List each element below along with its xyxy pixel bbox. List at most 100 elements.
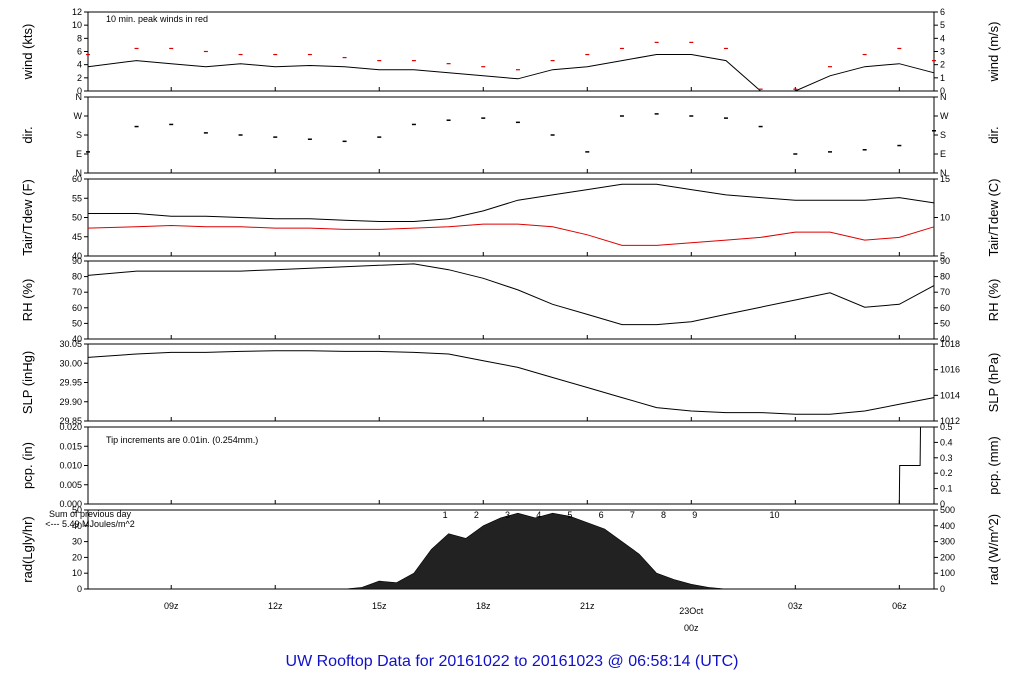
ytick-label-right-pcp: 0.2 bbox=[940, 468, 953, 478]
data-layer bbox=[86, 41, 936, 590]
ytick-label-right-wind: 6 bbox=[940, 7, 945, 17]
xtick-label: 06z bbox=[892, 601, 907, 611]
ytick-label-left-slp: 30.00 bbox=[59, 358, 82, 368]
hour-marker: 4 bbox=[536, 510, 541, 520]
ytick-label-left-wind: 12 bbox=[72, 7, 82, 17]
panel-frame-rh bbox=[87, 260, 935, 340]
xtick-label: 09z bbox=[164, 601, 179, 611]
ytick-label-left-wind: 2 bbox=[77, 73, 82, 83]
ytick-label-right-rad: 200 bbox=[940, 552, 955, 562]
ytick-label-right-rh: 90 bbox=[940, 256, 950, 266]
ytick-label-left-wind: 10 bbox=[72, 20, 82, 30]
panel-frame-slp bbox=[87, 343, 935, 422]
ytick-label-left-dir: N bbox=[76, 168, 83, 178]
hour-marker: 2 bbox=[474, 510, 479, 520]
ytick-label-right-pcp: 0.3 bbox=[940, 453, 953, 463]
hour-marker: 6 bbox=[599, 510, 604, 520]
ytick-label-right-rh: 50 bbox=[940, 318, 950, 328]
ytick-label-left-temp: 55 bbox=[72, 193, 82, 203]
hour-marker: 10 bbox=[770, 510, 780, 520]
ytick-label-right-dir: S bbox=[940, 130, 946, 140]
ytick-label-left-rh: 50 bbox=[72, 318, 82, 328]
hour-marker: 3 bbox=[505, 510, 510, 520]
ytick-label-left-wind: 0 bbox=[77, 86, 82, 96]
ylabel-left-dir: dir. bbox=[20, 126, 35, 143]
ytick-label-left-temp: 45 bbox=[72, 232, 82, 242]
ytick-label-left-rad: 10 bbox=[72, 568, 82, 578]
ytick-label-right-temp: 10 bbox=[940, 213, 950, 223]
ytick-label-left-wind: 4 bbox=[77, 60, 82, 70]
ytick-label-right-temp: 5 bbox=[940, 251, 945, 261]
ytick-label-left-pcp: 0.000 bbox=[59, 499, 82, 509]
ytick-label-right-slp: 1016 bbox=[940, 365, 960, 375]
ytick-label-right-slp: 1014 bbox=[940, 390, 960, 400]
ytick-label-left-rad: 40 bbox=[72, 521, 82, 531]
ylabel-right-rad: rad (W/m^2) bbox=[986, 514, 1001, 585]
ytick-label-right-wind: 0 bbox=[940, 86, 945, 96]
ylabel-right-slp: SLP (hPa) bbox=[986, 353, 1001, 413]
ytick-label-right-pcp: 0.1 bbox=[940, 484, 953, 494]
ylabel-left-rh: RH (%) bbox=[20, 279, 35, 322]
ytick-label-left-wind: 8 bbox=[77, 33, 82, 43]
ytick-label-left-dir: W bbox=[74, 111, 83, 121]
ytick-label-right-temp: 15 bbox=[940, 174, 950, 184]
xtick-date-label: 23Oct bbox=[679, 606, 704, 616]
panel-frame-wind bbox=[87, 11, 935, 92]
annotation-wind: 10 min. peak winds in red bbox=[106, 14, 208, 24]
ytick-label-right-slp: 1018 bbox=[940, 339, 960, 349]
panel-frame-dir bbox=[87, 96, 935, 174]
ytick-label-right-dir: E bbox=[940, 149, 946, 159]
ylabel-left-rad: rad(Lgly/hr) bbox=[20, 516, 35, 582]
series-line-slp bbox=[87, 350, 935, 415]
ytick-label-right-dir: N bbox=[940, 168, 947, 178]
ytick-label-right-rh: 80 bbox=[940, 272, 950, 282]
ytick-label-left-rad: 50 bbox=[72, 505, 82, 515]
ylabel-right-temp: Tair/Tdew (C) bbox=[986, 178, 1001, 256]
ytick-label-left-slp: 30.05 bbox=[59, 339, 82, 349]
ytick-label-left-dir: E bbox=[76, 149, 82, 159]
series-line-wind-0 bbox=[87, 54, 935, 92]
hour-marker: 1 bbox=[443, 510, 448, 520]
xtick-label: 21z bbox=[580, 601, 595, 611]
ytick-label-right-rad: 400 bbox=[940, 521, 955, 531]
ytick-label-right-pcp: 0 bbox=[940, 499, 945, 509]
ytick-label-right-rh: 60 bbox=[940, 303, 950, 313]
ytick-label-right-dir: W bbox=[940, 111, 949, 121]
ytick-label-right-pcp: 0.4 bbox=[940, 437, 953, 447]
series-line-temp-1 bbox=[87, 223, 935, 246]
axes-layer bbox=[84, 11, 938, 590]
ytick-label-left-temp: 60 bbox=[72, 174, 82, 184]
ytick-label-right-pcp: 0.5 bbox=[940, 422, 953, 432]
ytick-label-right-rh: 40 bbox=[940, 334, 950, 344]
hour-marker: 8 bbox=[661, 510, 666, 520]
series-line-temp-0 bbox=[88, 183, 935, 222]
hour-marker: 7 bbox=[630, 510, 635, 520]
ytick-label-right-rad: 300 bbox=[940, 537, 955, 547]
xtick-label: 12z bbox=[268, 601, 283, 611]
ytick-label-left-temp: 50 bbox=[72, 213, 82, 223]
ytick-label-left-rh: 70 bbox=[72, 287, 82, 297]
ytick-label-left-dir: S bbox=[76, 130, 82, 140]
ytick-label-left-dir: N bbox=[76, 92, 83, 102]
xtick-label: 03z bbox=[788, 601, 803, 611]
ytick-label-right-rad: 100 bbox=[940, 568, 955, 578]
ytick-label-right-dir: N bbox=[940, 92, 947, 102]
annotation-rad-0: Sum of previous day bbox=[49, 509, 132, 519]
ytick-label-right-slp: 1012 bbox=[940, 416, 960, 426]
series-line-rh bbox=[87, 263, 935, 326]
ytick-label-left-slp: 29.90 bbox=[59, 397, 82, 407]
ytick-label-left-rad: 20 bbox=[72, 552, 82, 562]
ytick-label-right-rad: 500 bbox=[940, 505, 955, 515]
series-line-pcp bbox=[88, 426, 934, 505]
xtick-label: 18z bbox=[476, 601, 491, 611]
ytick-label-left-slp: 29.95 bbox=[59, 378, 82, 388]
ytick-label-left-pcp: 0.020 bbox=[59, 422, 82, 432]
ytick-label-right-wind: 5 bbox=[940, 20, 945, 30]
xtick-label: 00z bbox=[684, 623, 699, 633]
ytick-label-left-temp: 40 bbox=[72, 251, 82, 261]
ylabel-right-rh: RH (%) bbox=[986, 279, 1001, 322]
ytick-label-left-pcp: 0.005 bbox=[59, 480, 82, 490]
ytick-label-left-rad: 30 bbox=[72, 537, 82, 547]
